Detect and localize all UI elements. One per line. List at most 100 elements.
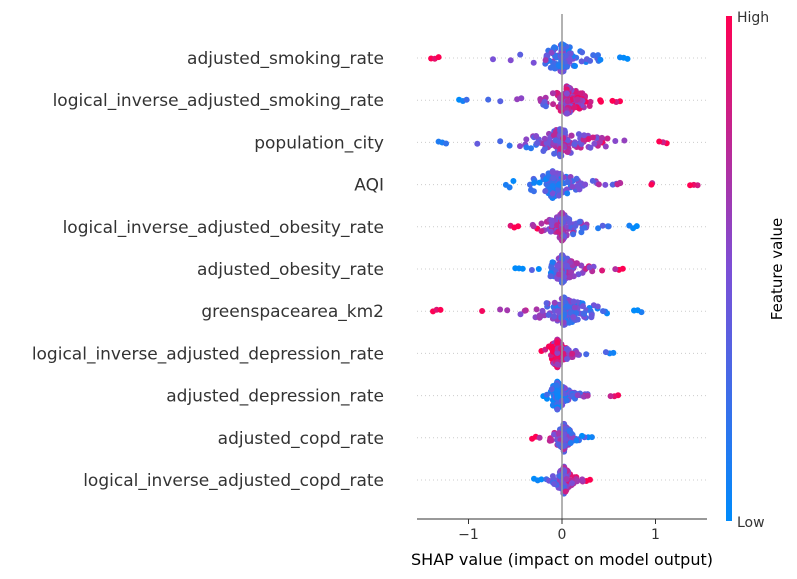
shap-point xyxy=(497,138,504,145)
shap-point xyxy=(597,56,604,63)
shap-point xyxy=(533,133,540,139)
shap-point xyxy=(564,179,571,186)
shap-point xyxy=(535,266,542,272)
x-tick-label: −1 xyxy=(458,527,479,543)
shap-point xyxy=(573,183,580,190)
colorbar-low-label: Low xyxy=(737,515,765,531)
shap-point xyxy=(556,271,563,278)
shap-point xyxy=(571,104,578,111)
shap-point xyxy=(582,181,589,188)
shap-point xyxy=(612,266,619,273)
shap-point xyxy=(549,183,556,189)
shap-point xyxy=(551,431,557,438)
shap-point xyxy=(565,303,571,310)
shap-point xyxy=(560,135,567,142)
colorbar xyxy=(726,16,732,521)
shap-point xyxy=(435,54,442,61)
shap-point xyxy=(617,54,623,61)
x-axis: −1 0 1 xyxy=(417,518,707,543)
shap-point xyxy=(631,307,637,314)
shap-point xyxy=(543,300,550,307)
shap-point xyxy=(510,178,517,184)
shap-point xyxy=(599,222,606,229)
shap-point xyxy=(569,183,576,190)
shap-point xyxy=(506,142,513,149)
shap-point xyxy=(548,49,555,56)
shap-point xyxy=(517,51,524,58)
shap-point xyxy=(549,190,556,197)
shap-point xyxy=(530,59,537,66)
shap-point xyxy=(551,481,558,487)
shap-point xyxy=(542,103,549,110)
shap-point xyxy=(573,349,580,356)
shap-point xyxy=(443,140,450,147)
shap-point xyxy=(564,63,570,70)
shap-point xyxy=(598,134,605,141)
shap-point xyxy=(563,397,570,404)
shap-point xyxy=(546,437,553,444)
shap-point xyxy=(463,96,470,103)
shap-point xyxy=(578,58,585,65)
shap-point xyxy=(574,260,580,267)
shap-point xyxy=(572,223,579,229)
shap-point xyxy=(595,225,602,232)
shap-point xyxy=(517,311,524,318)
shap-point xyxy=(564,190,571,197)
shap-point xyxy=(564,148,571,155)
shap-point xyxy=(542,188,549,195)
shap-point xyxy=(530,188,537,195)
shap-point xyxy=(564,98,571,105)
shap-point xyxy=(479,308,486,314)
shap-point xyxy=(523,144,530,151)
shap-point xyxy=(648,181,655,188)
shap-point xyxy=(607,393,614,400)
shap-point xyxy=(602,181,609,188)
shap-point xyxy=(574,478,581,485)
shap-point xyxy=(548,386,555,393)
shap-point xyxy=(580,310,587,317)
shap-point xyxy=(551,313,558,320)
shap-point xyxy=(550,175,557,182)
shap-point xyxy=(570,298,577,305)
shap-point xyxy=(562,488,569,495)
feature-label: logical_inverse_adjusted_obesity_rate xyxy=(63,218,384,238)
shap-point xyxy=(531,179,538,186)
shap-point xyxy=(550,132,557,139)
shap-point xyxy=(437,306,444,313)
feature-row: greenspacearea_km2 xyxy=(201,294,707,328)
feature-row: logical_inverse_adjusted_obesity_rate xyxy=(63,209,707,244)
shap-point xyxy=(534,140,540,147)
shap-point xyxy=(555,62,562,69)
feature-row: logical_inverse_adjusted_depression_rate xyxy=(32,336,707,371)
shap-point xyxy=(579,49,586,56)
feature-label: population_city xyxy=(254,133,384,153)
shap-point xyxy=(600,308,606,315)
feature-label: adjusted_depression_rate xyxy=(166,387,384,407)
shap-point xyxy=(569,350,576,357)
feature-label: logical_inverse_adjusted_copd_rate xyxy=(83,471,384,491)
feature-row: AQI xyxy=(354,168,707,201)
shap-point xyxy=(560,390,567,397)
shap-point xyxy=(569,480,575,487)
shap-point xyxy=(564,345,571,352)
shap-point xyxy=(517,143,523,150)
shap-point xyxy=(604,135,611,142)
shap-point xyxy=(587,57,594,64)
shap-point xyxy=(614,181,621,188)
shap-point xyxy=(474,140,481,147)
feature-row: logical_inverse_adjusted_smoking_rate xyxy=(53,83,707,117)
shap-point xyxy=(564,110,570,117)
shap-point xyxy=(554,387,561,394)
shap-point xyxy=(547,228,554,235)
shap-point xyxy=(621,137,628,144)
shap-point xyxy=(568,269,575,275)
shap-point xyxy=(542,57,549,64)
shap-point xyxy=(584,392,591,399)
shap-point xyxy=(541,135,548,142)
shap-point xyxy=(573,437,580,444)
shap-point xyxy=(549,259,556,266)
shap-point xyxy=(595,181,602,188)
shap-point xyxy=(563,262,570,269)
shap-point xyxy=(497,98,504,105)
shap-point xyxy=(580,303,586,310)
